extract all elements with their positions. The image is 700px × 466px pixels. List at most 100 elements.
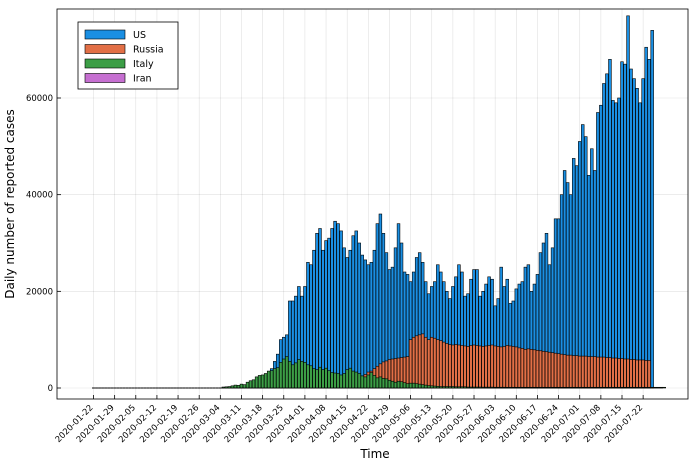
bar: [257, 375, 262, 389]
bar: [514, 346, 518, 389]
bar: [399, 381, 404, 389]
bar: [593, 170, 597, 389]
bar: [251, 379, 256, 389]
bar: [571, 355, 576, 389]
bar: [363, 376, 367, 389]
x-axis-ticks: 2020-01-222020-01-292020-02-052020-02-12…: [54, 395, 645, 445]
bar: [635, 88, 639, 389]
bar: [254, 376, 259, 389]
bar: [351, 235, 355, 389]
bar: [608, 357, 612, 389]
bar: [384, 378, 389, 389]
bar: [526, 348, 531, 389]
bar: [273, 368, 277, 389]
bar: [590, 148, 594, 389]
bar: [387, 379, 392, 389]
bar: [378, 376, 383, 389]
bar: [291, 364, 295, 389]
bar: [333, 220, 337, 389]
bar: [300, 361, 304, 389]
bar: [339, 374, 343, 389]
bar: [442, 341, 446, 389]
bar: [233, 384, 238, 389]
bar: [294, 362, 298, 389]
bar: [614, 102, 618, 389]
bar: [647, 360, 651, 389]
bar: [547, 351, 552, 389]
bar: [490, 344, 494, 389]
bar: [644, 360, 648, 389]
y-tick-label: 40000: [26, 191, 53, 201]
bar: [599, 356, 603, 389]
bar: [414, 335, 419, 389]
bar: [420, 333, 425, 389]
bar: [427, 339, 431, 389]
bar: [578, 355, 582, 389]
bar: [565, 354, 570, 389]
bar: [393, 381, 398, 389]
bar: [578, 141, 582, 389]
bar: [472, 344, 476, 389]
bar: [312, 368, 316, 389]
series-italy: [92, 356, 666, 389]
bar: [375, 377, 380, 389]
bar: [402, 382, 407, 389]
bar: [544, 351, 549, 389]
bar: [348, 367, 352, 389]
bar: [420, 384, 425, 389]
bar: [321, 249, 325, 389]
bar: [390, 380, 395, 389]
bar: [487, 345, 491, 389]
bar: [230, 385, 235, 389]
bar: [430, 385, 434, 389]
bar: [641, 78, 645, 389]
bar: [623, 358, 627, 389]
bar: [336, 373, 340, 389]
bar: [239, 383, 244, 389]
bar: [417, 383, 422, 389]
bar: [596, 356, 600, 389]
bar: [593, 356, 597, 389]
bar: [445, 343, 449, 389]
bar: [599, 104, 603, 389]
bar: [602, 83, 606, 389]
bar: [457, 344, 461, 389]
bar: [381, 378, 386, 389]
bar: [493, 345, 497, 389]
bar: [330, 372, 334, 389]
bar: [354, 230, 358, 389]
bar: [469, 345, 473, 389]
bar: [405, 383, 410, 389]
bar: [517, 347, 522, 389]
bar: [626, 358, 630, 389]
bar: [236, 385, 241, 389]
bar: [324, 367, 328, 389]
bar: [433, 337, 437, 389]
bar: [424, 336, 428, 389]
bar: [454, 344, 458, 389]
bar: [345, 369, 349, 389]
bar: [363, 259, 367, 389]
bar: [279, 362, 283, 389]
bar: [303, 362, 307, 389]
bar: [638, 359, 642, 389]
bar: [360, 375, 364, 389]
bars: [92, 15, 666, 389]
bar: [463, 345, 467, 389]
legend-label-iran: Iran: [133, 74, 152, 85]
bar: [411, 336, 416, 389]
bar: [481, 346, 485, 389]
bar: [499, 346, 503, 389]
bar: [614, 357, 618, 389]
bar: [611, 100, 615, 389]
bar: [372, 249, 377, 389]
y-axis-label: Daily number of reported cases: [3, 109, 17, 299]
bar: [288, 361, 292, 389]
bar: [260, 374, 265, 389]
bar: [357, 242, 361, 389]
bar: [333, 372, 337, 389]
legend-label-italy: Italy: [133, 59, 154, 70]
bar: [372, 375, 377, 389]
bar: [505, 345, 509, 389]
